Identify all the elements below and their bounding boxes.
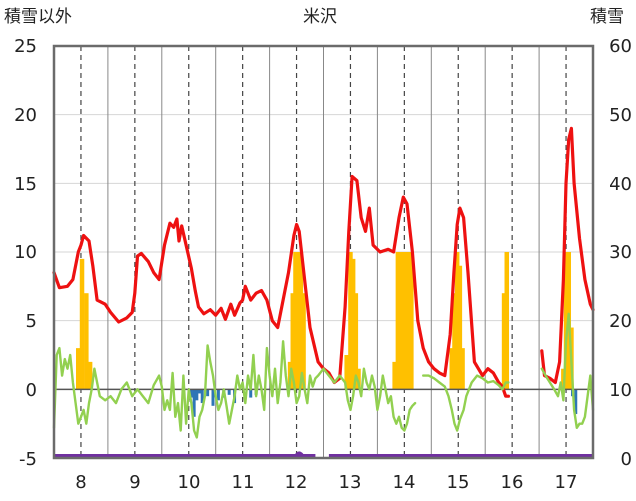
x-ticks: 8 9 10 11 12 13 14 15 16 17 [75, 472, 577, 493]
series-lines [52, 126, 595, 439]
y-right-tick: 40 [609, 174, 632, 195]
snow-depth-bar [501, 293, 507, 390]
snow-depth-bar [87, 361, 93, 390]
precipitation-bar [206, 389, 210, 397]
precipitation-bar [192, 389, 196, 417]
x-tick: 8 [75, 472, 86, 493]
snow-depth-bar [301, 293, 306, 390]
plot-border [52, 44, 595, 460]
precipitation-bar [189, 389, 193, 398]
wind-line [422, 374, 510, 432]
snow-depth-bar [298, 252, 304, 390]
snow-depth-bar [84, 293, 89, 390]
y-left-tick: 0 [26, 380, 37, 401]
x-tick: 11 [232, 472, 255, 493]
precipitation-bar [195, 389, 199, 401]
precipitation-bar [216, 389, 220, 401]
snow-depth-bar [457, 265, 463, 390]
wind-line [52, 340, 417, 439]
precipitation-bar [211, 389, 215, 406]
snow-depth-bar [293, 252, 298, 390]
y-left-tick: 15 [14, 174, 37, 195]
snow-depth-bar [452, 293, 457, 390]
x-tick: 16 [501, 472, 524, 493]
snow-depth-bar [563, 252, 569, 390]
x-tick: 15 [447, 472, 470, 493]
y-right-tick: 0 [621, 449, 632, 470]
y-left-axis-label: 積雪以外 [4, 7, 72, 27]
precipitation-bar [200, 389, 204, 404]
y-left-tick: 10 [14, 242, 37, 263]
y-right-tick: 30 [609, 242, 632, 263]
x-tick: 12 [285, 472, 308, 493]
precipitation-bar [574, 389, 578, 415]
precipitation-bar [227, 389, 231, 395]
y-left-tick: 5 [26, 311, 37, 332]
plot-area [54, 46, 594, 458]
snow-depth-bar [290, 293, 296, 390]
snow-depth-bar [295, 252, 301, 390]
y-left-tick: 25 [14, 36, 37, 57]
y-left-ticks: 25 20 15 10 5 0 -5 [14, 36, 37, 470]
x-tick: 17 [555, 472, 578, 493]
y-left-tick: 20 [14, 105, 37, 126]
y-right-tick: 60 [609, 36, 632, 57]
snow-depth-bar [449, 348, 455, 390]
snow-depth-bar [79, 258, 85, 390]
precipitation-bar [198, 389, 202, 394]
x-tick: 9 [129, 472, 140, 493]
y-right-tick: 20 [609, 311, 632, 332]
snow-depth-bar [395, 252, 401, 390]
snow-depth-bar [406, 252, 411, 390]
snow-depth-bar [460, 348, 465, 390]
y-left-tick: -5 [19, 449, 37, 470]
snow-depth-bar [353, 293, 359, 390]
snow-depth-bar [350, 258, 356, 390]
y-right-tick: 50 [609, 105, 632, 126]
plot-frame [52, 44, 595, 460]
snow-depth-bar [409, 252, 414, 390]
snow-depth-bar [76, 348, 81, 390]
temperature-line [540, 126, 595, 385]
snow-depth-bar [344, 355, 349, 390]
bottom-series-peak [293, 451, 306, 457]
x-tick: 13 [339, 472, 362, 493]
snow-depth-bar [348, 252, 353, 390]
chart-title: 米沢 [303, 7, 337, 27]
x-tick: 14 [393, 472, 416, 493]
wind-line [540, 312, 595, 429]
y-right-axis-label: 積雪 [590, 7, 624, 27]
y-right-tick: 10 [609, 380, 632, 401]
snow-depth-bar [504, 252, 510, 390]
bottom-series [54, 451, 593, 458]
snow-depth-bar [392, 361, 397, 390]
y-right-ticks: 60 50 40 30 20 10 0 [609, 36, 632, 470]
snow-depth-bar [401, 252, 406, 390]
precipitation-bar [249, 389, 253, 398]
snow-depth-bar [356, 368, 361, 390]
snow-depth-bar [398, 252, 403, 390]
snow-depth-bar [454, 252, 460, 390]
temperature-line [52, 174, 510, 398]
x-tick: 10 [178, 472, 201, 493]
snow-depth-bar [403, 252, 409, 390]
